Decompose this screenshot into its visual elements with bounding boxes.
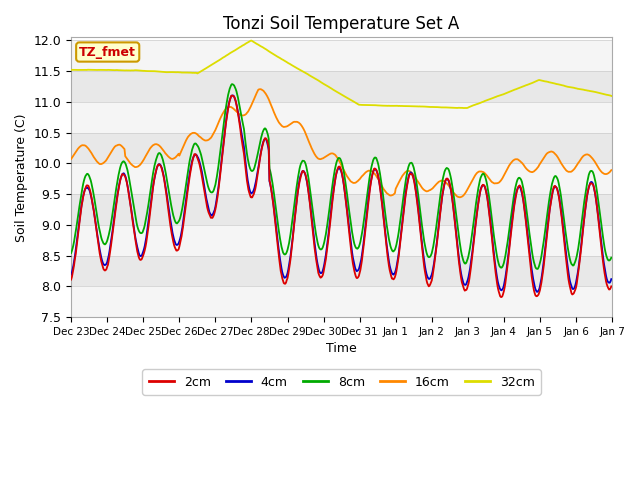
Bar (71, 287, 612, 317)
Y-axis label: Soil Temperature (C): Soil Temperature (C) (15, 113, 28, 241)
Bar (71, 71, 612, 102)
X-axis label: Time: Time (326, 342, 357, 356)
Text: TZ_fmet: TZ_fmet (79, 46, 136, 59)
Bar (71, 132, 612, 163)
Bar (71, 256, 612, 287)
Legend: 2cm, 4cm, 8cm, 16cm, 32cm: 2cm, 4cm, 8cm, 16cm, 32cm (143, 370, 541, 395)
Title: Tonzi Soil Temperature Set A: Tonzi Soil Temperature Set A (223, 15, 460, 33)
Bar (71, 194, 612, 225)
Bar (71, 102, 612, 132)
Bar (71, 40, 612, 71)
Bar (71, 225, 612, 256)
Bar (71, 163, 612, 194)
